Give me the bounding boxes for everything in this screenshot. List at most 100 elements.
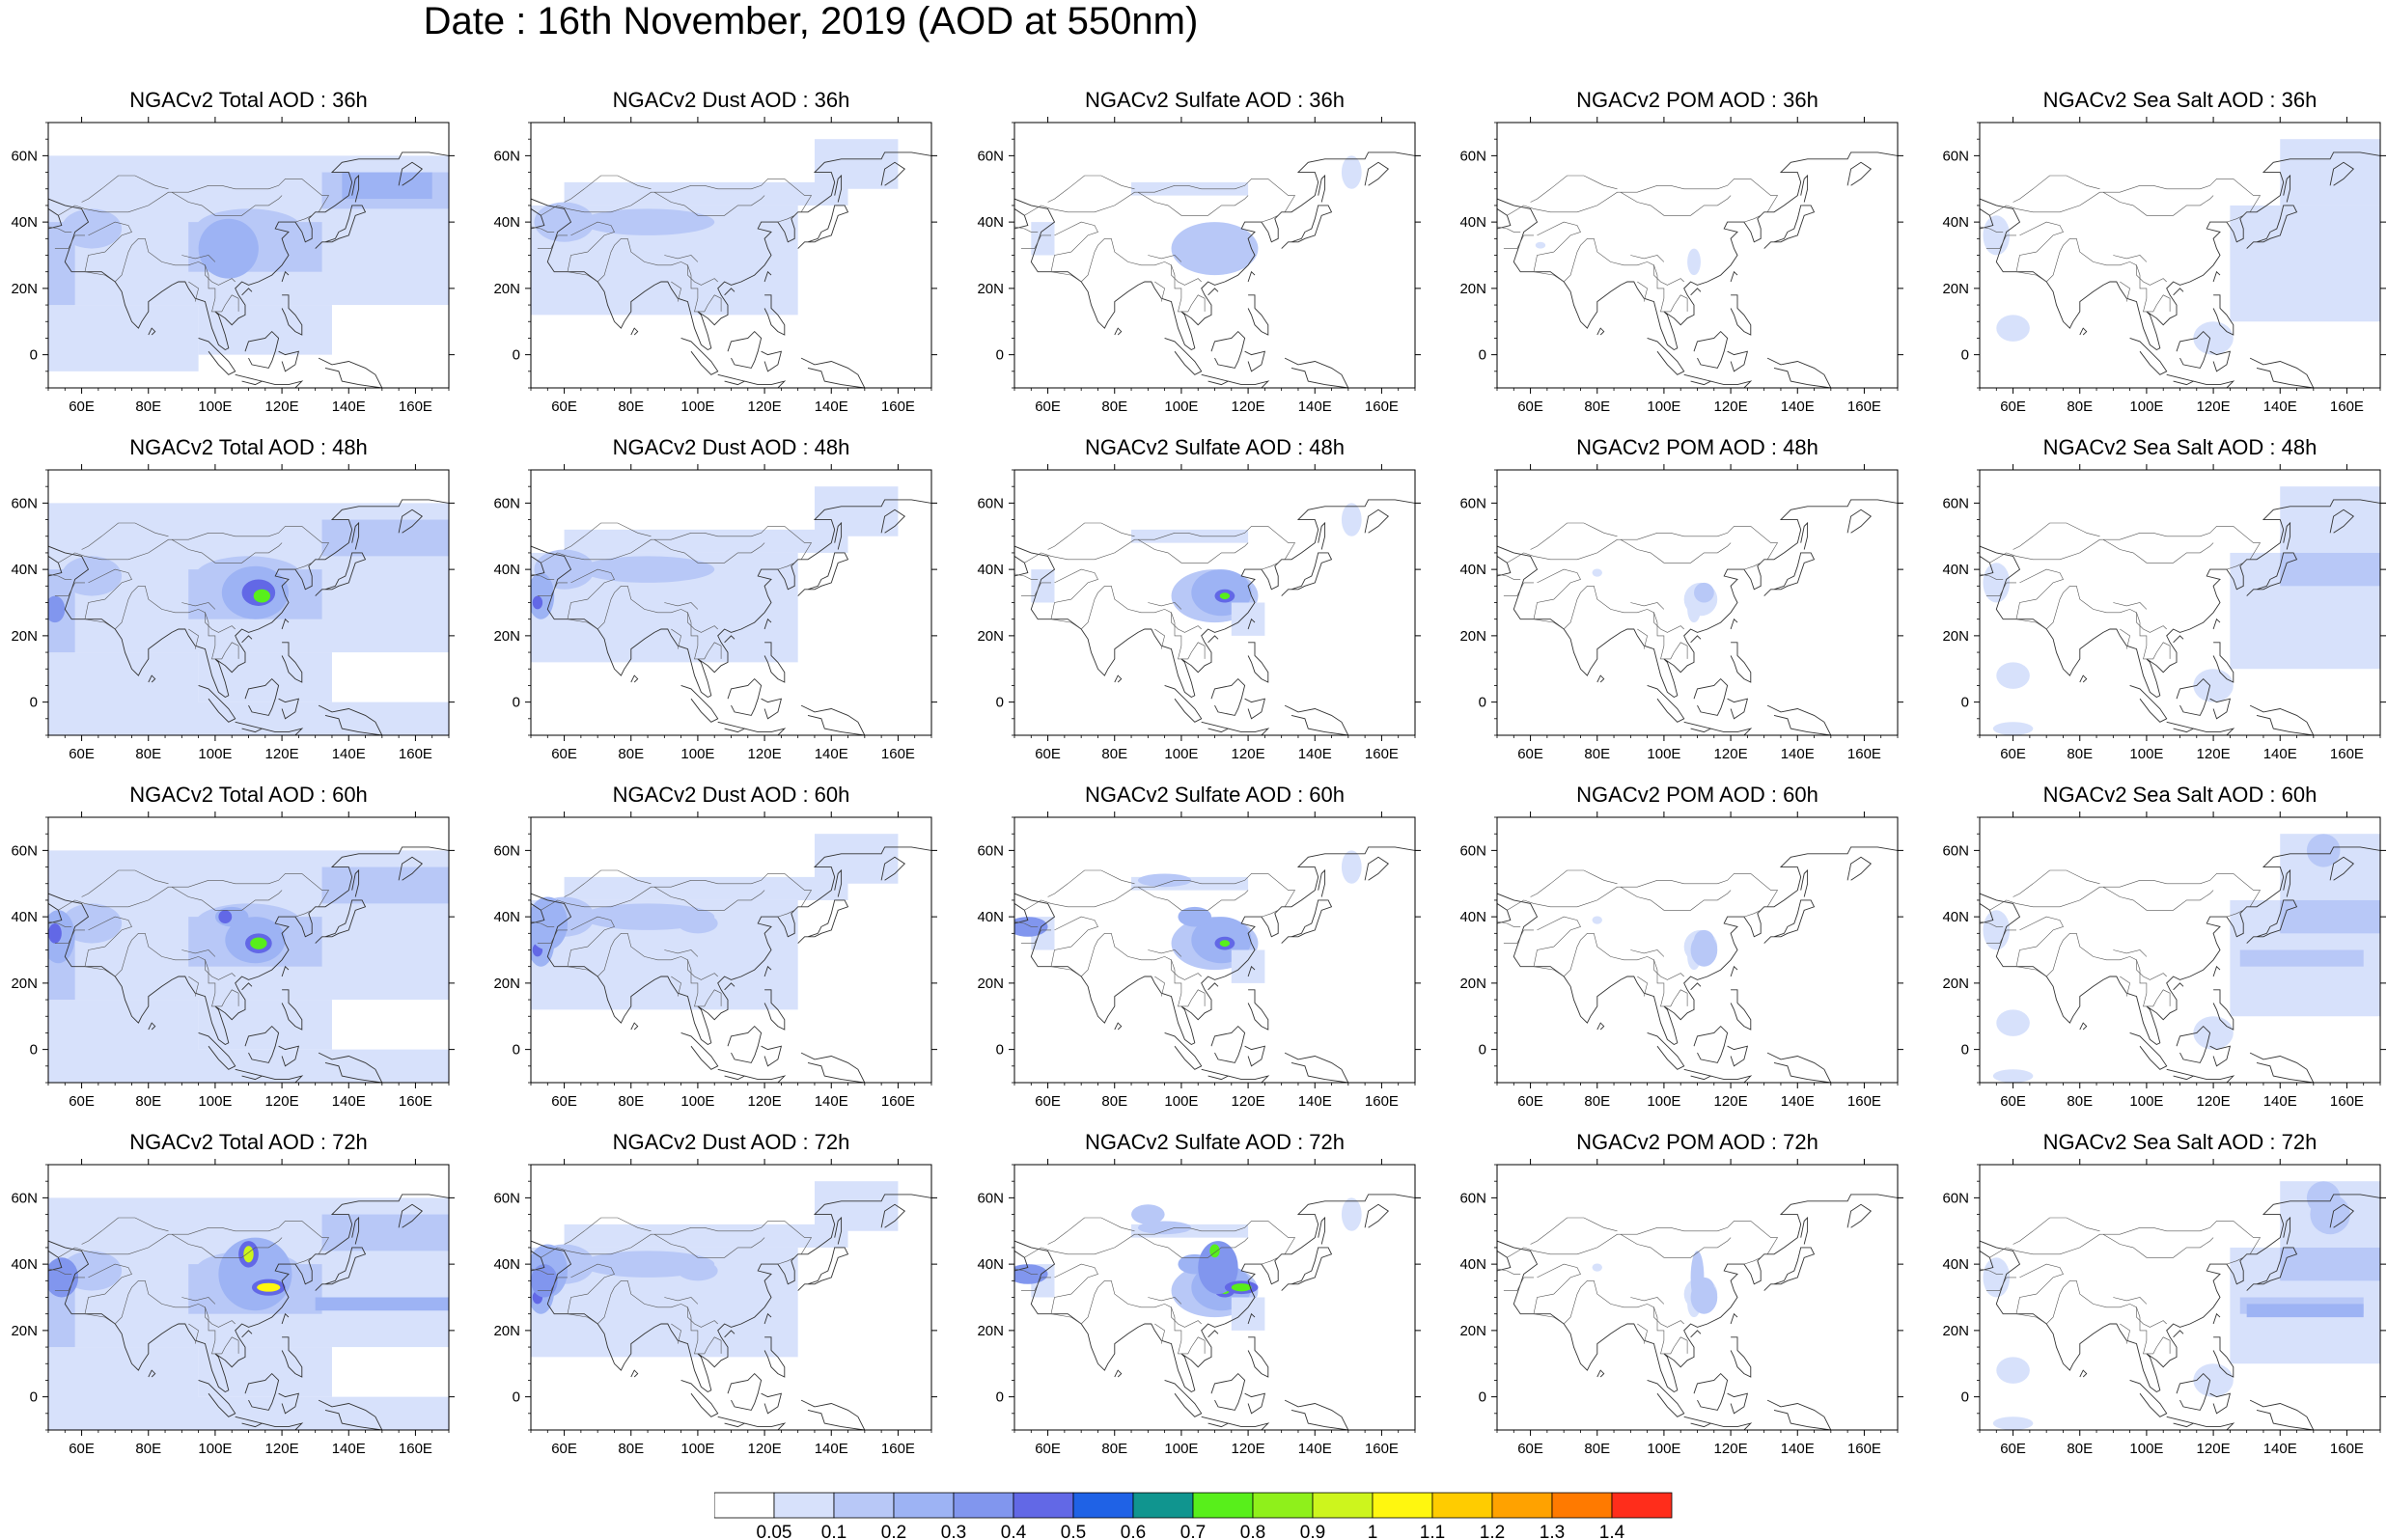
coastline [262, 380, 304, 388]
coastline [2246, 899, 2298, 944]
border-line [2015, 221, 2064, 272]
panel-title: NGACv2 Dust AOD : 36h [612, 88, 850, 112]
lon-tick-label: 140E [1298, 1441, 1332, 1457]
aod-region [1231, 602, 1265, 636]
lon-tick-label: 160E [2330, 1441, 2364, 1457]
aod-region [2193, 321, 2234, 355]
lat-tick-label: 20N [11, 1323, 38, 1339]
coastline [763, 642, 786, 683]
colorbar-label: 0.05 [757, 1523, 792, 1539]
coastline [281, 618, 290, 630]
coastline [1730, 618, 1738, 630]
coastline [278, 698, 300, 720]
border-line [171, 886, 283, 911]
lat-tick-label: 40N [11, 909, 38, 925]
lon-tick-label: 60E [1517, 399, 1543, 415]
panel-title: NGACv2 Total AOD : 48h [129, 435, 368, 459]
colorbar-swatch [1192, 1492, 1254, 1519]
coastline [1727, 1392, 1749, 1415]
aod-field [1983, 834, 2380, 1083]
lon-tick-label: 120E [1232, 399, 1265, 415]
border-line [1171, 612, 1206, 660]
map-panel-pom-2: 60E 80E 100E 120E 140E 160E 60N 40N 20N 0 [1459, 811, 1903, 1110]
coastline [2212, 989, 2234, 1031]
aod-region [1341, 155, 1362, 189]
border-line [2012, 175, 2100, 203]
coastline [727, 330, 763, 369]
coastline [398, 856, 424, 881]
coastline [315, 205, 367, 249]
coastline [1228, 1075, 1270, 1083]
coastline [1683, 1068, 1712, 1081]
border-line [1261, 1253, 1282, 1265]
aod-field [1014, 1197, 1362, 1331]
border-line [1507, 1221, 1779, 1258]
aod-region [2280, 552, 2380, 587]
lon-tick-label: 100E [680, 399, 714, 415]
coastline [880, 856, 906, 881]
border-line [2136, 612, 2171, 660]
coastline [1980, 499, 2380, 699]
lat-tick-label: 40N [1459, 562, 1486, 578]
border-line [2012, 869, 2100, 897]
aod-region [2310, 1194, 2350, 1235]
aod-region [1996, 1009, 2030, 1036]
lat-tick-label: 60N [493, 495, 520, 511]
aod-region [61, 903, 123, 944]
border-line [1503, 1277, 1534, 1291]
border-line [687, 612, 722, 660]
lon-tick-label: 120E [748, 399, 782, 415]
coastlines [48, 151, 449, 388]
aod-field [48, 503, 449, 735]
lon-tick-label: 160E [1847, 1441, 1881, 1457]
lat-tick-label: 20N [11, 281, 38, 297]
coastline [2176, 677, 2211, 716]
map-panel-pom-1: 60E 80E 100E 120E 140E 160E 60N 40N 20N 0 [1459, 464, 1903, 762]
lon-tick-label: 100E [198, 1093, 232, 1110]
map-panel-sulfate-2: 60E 80E 100E 120E 140E 160E 60N 40N 20N 0 [977, 811, 1421, 1110]
coastlines [1497, 151, 1898, 388]
border-line [541, 526, 813, 564]
coastline [2209, 698, 2232, 720]
coastline [1497, 207, 1512, 230]
border-line [1050, 1280, 1202, 1328]
coastline [244, 1025, 280, 1063]
border-line [1148, 1297, 1182, 1305]
aod-region [198, 652, 332, 702]
coastline [763, 1312, 772, 1325]
coastline [281, 642, 303, 683]
coastline [1284, 357, 1349, 388]
lat-tick-label: 20N [1459, 281, 1486, 297]
coastline [800, 1399, 866, 1430]
panel-title: NGACv2 Total AOD : 60h [129, 783, 368, 807]
lat-tick-label: 0 [1961, 347, 1969, 364]
aod-region [1131, 181, 1249, 196]
map-panel-dust-2: 60E 80E 100E 120E 140E 160E 60N 40N 20N 0 [493, 811, 937, 1110]
coastline [1693, 1372, 1729, 1411]
coastline [763, 1336, 786, 1378]
lat-tick-label: 0 [30, 347, 38, 364]
aod-field [1592, 1251, 1718, 1318]
border-line [1637, 976, 1648, 997]
coastline [1014, 499, 1415, 699]
aod-region [218, 910, 233, 923]
border-line [537, 582, 568, 596]
coastline [1693, 677, 1729, 716]
coastline [630, 327, 639, 336]
lon-tick-label: 120E [265, 1093, 299, 1110]
coastline [1846, 856, 1873, 881]
coastlines [1980, 846, 2380, 1083]
lon-tick-label: 60E [1517, 746, 1543, 762]
border-line [205, 264, 239, 313]
border-line [1503, 234, 1534, 249]
aod-region [1592, 1263, 1602, 1272]
coastline [1497, 846, 1898, 1046]
lon-tick-label: 80E [2067, 1441, 2093, 1457]
coastlines [1980, 499, 2380, 735]
coastline [763, 989, 786, 1031]
coastline [1980, 151, 2380, 351]
aod-region [1983, 910, 2011, 950]
border-line [564, 869, 652, 897]
border-line [1533, 916, 1581, 967]
border-line [531, 226, 555, 233]
